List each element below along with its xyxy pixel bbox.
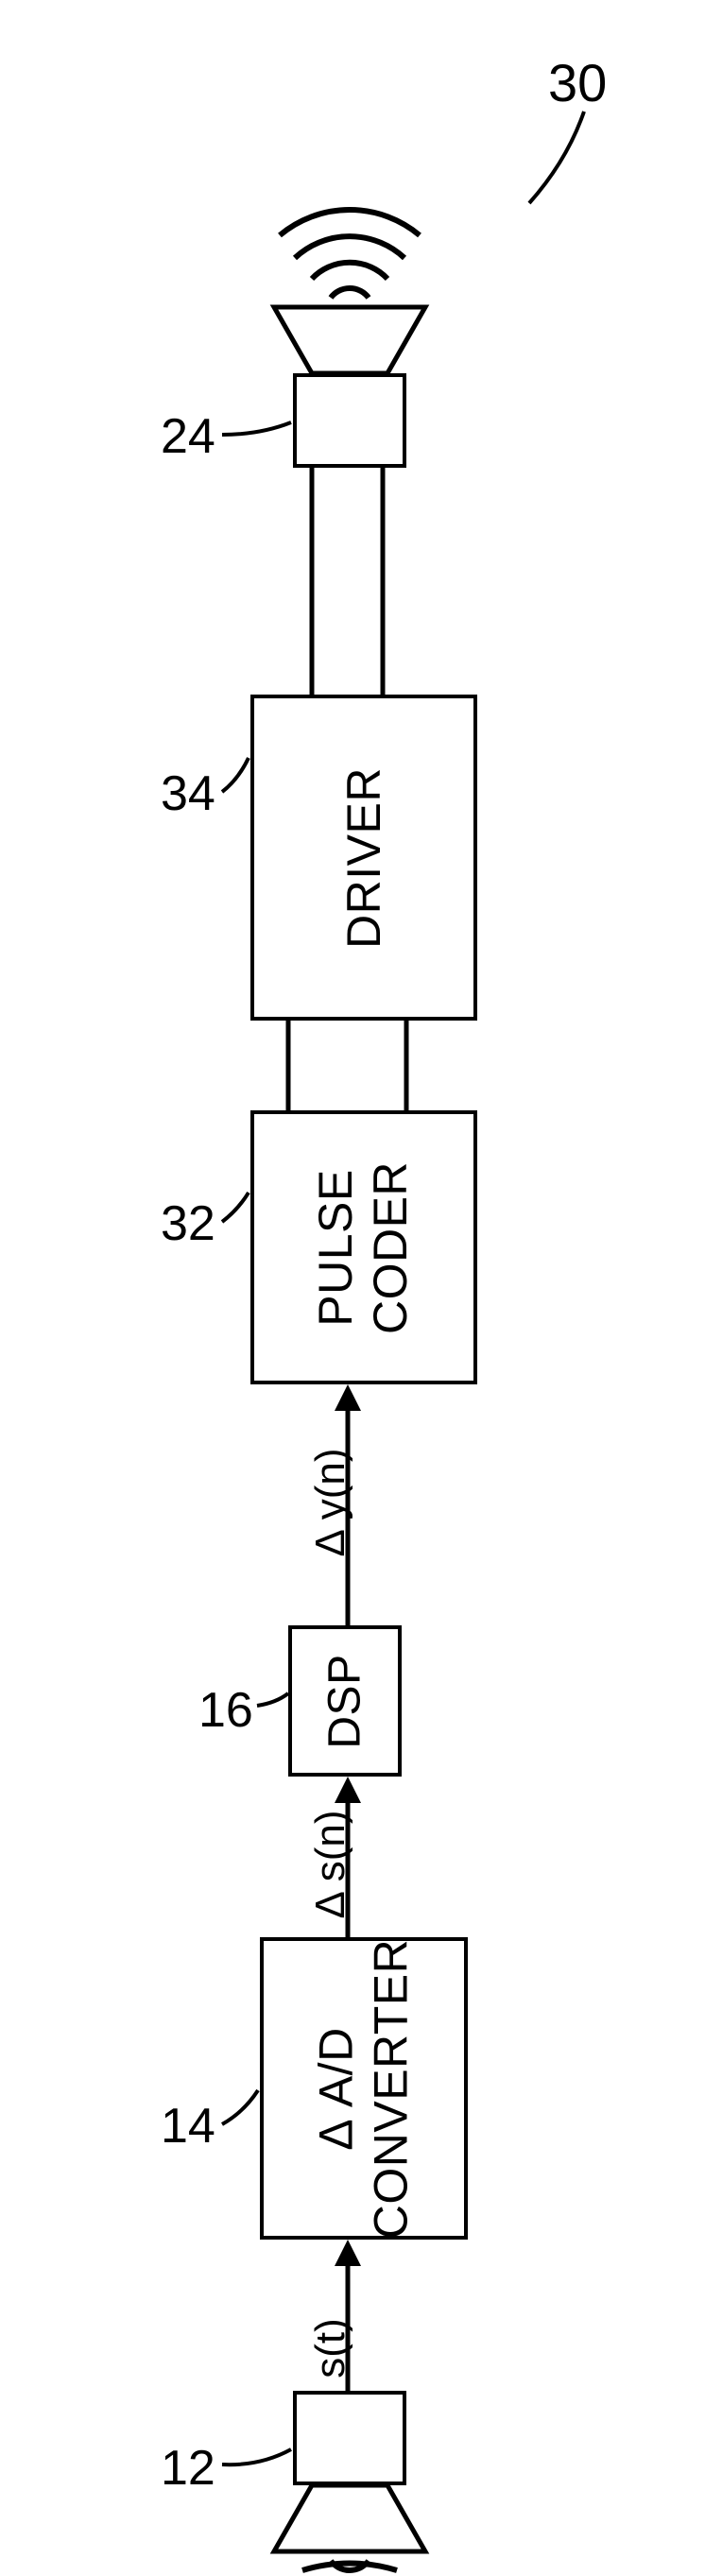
signal-s-t: s(t): [307, 2306, 354, 2391]
leader-adc: [222, 2090, 258, 2124]
leader-receiver: [222, 422, 291, 435]
adc-label-line2: CONVERTER: [364, 1938, 417, 2239]
adc-block: Δ A/D CONVERTER: [260, 1937, 468, 2240]
mic-block: [293, 2391, 406, 2485]
dsp-block: DSP: [288, 1625, 402, 1777]
leader-coder: [222, 1193, 249, 1222]
signal-ds-n: Δ s(n): [307, 1798, 354, 1931]
arrow-mic-adc: [335, 2240, 361, 2266]
signal-dy-n: Δ y(n): [307, 1436, 354, 1569]
leader-system: [529, 112, 584, 203]
coder-block: PULSE CODER: [250, 1110, 477, 1384]
receiver-block: [293, 373, 406, 468]
dsp-block-label: DSP: [318, 1654, 370, 1748]
dsp-ref-label: 16: [198, 1682, 253, 1739]
receiver-sound-arcs: [280, 210, 420, 298]
coder-label-line1: PULSE: [309, 1169, 362, 1326]
coder-block-label: PULSE CODER: [309, 1160, 418, 1333]
leader-driver: [222, 758, 249, 792]
driver-ref-label: 34: [161, 765, 215, 822]
coder-ref-label: 32: [161, 1195, 215, 1252]
adc-label-line1: Δ A/D: [310, 2027, 363, 2150]
mic-ref-label: 12: [161, 2440, 215, 2497]
leader-mic: [222, 2449, 291, 2464]
arrow-dsp-coder: [335, 1384, 361, 1411]
leader-dsp: [257, 1693, 288, 1706]
mic-arc-1: [302, 2563, 397, 2570]
driver-block: DRIVER: [250, 695, 477, 1021]
mic-sound-arcs: [280, 2561, 420, 2576]
receiver-ref-label: 24: [161, 408, 215, 465]
receiver-cone: [274, 307, 425, 373]
adc-block-label: Δ A/D CONVERTER: [310, 1938, 419, 2239]
adc-ref-label: 14: [161, 2098, 215, 2155]
mic-cone: [274, 2485, 425, 2551]
driver-block-label: DRIVER: [336, 767, 391, 949]
system-ref-label: 30: [548, 52, 607, 113]
coder-label-line2: CODER: [364, 1160, 417, 1333]
